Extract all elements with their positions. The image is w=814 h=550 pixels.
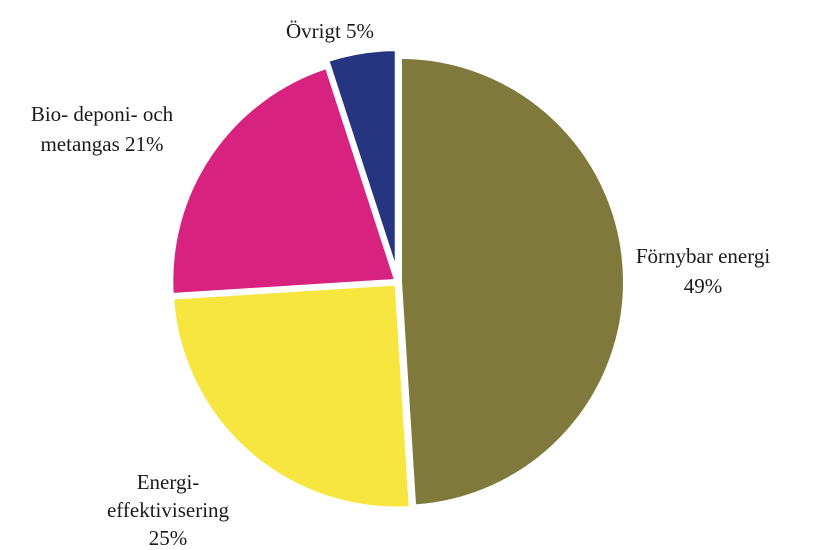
slice-label-0-line-0: Förnybar energi — [636, 244, 770, 268]
pie-slice-1 — [170, 281, 413, 511]
pie-slices — [169, 47, 627, 511]
pie-labels: Förnybar energi 49% Energi-effektivisering… — [31, 19, 770, 550]
slice-label-0: Förnybar energi 49% — [636, 244, 770, 298]
slice-label-2-line-1: metangas 21% — [40, 132, 163, 156]
slice-label-2: Bio- deponi- och metangas 21% — [31, 102, 174, 156]
slice-label-3-line-0: Övrigt 5% — [286, 19, 374, 43]
slice-label-1-line-0: Energi- — [137, 470, 200, 494]
pie-slice-3 — [325, 47, 399, 277]
pie-slice-0 — [397, 54, 627, 509]
slice-label-1-line-2: 25% — [149, 526, 188, 550]
pie-slice-2 — [169, 64, 399, 298]
slice-label-1-line-1: effektivisering — [107, 498, 230, 522]
slice-label-3: Övrigt 5% — [286, 19, 374, 43]
slice-label-0-line-1: 49% — [684, 274, 723, 298]
slice-label-2-line-0: Bio- deponi- och — [31, 102, 174, 126]
slice-label-1: Energi-effektivisering 25% — [107, 470, 230, 550]
